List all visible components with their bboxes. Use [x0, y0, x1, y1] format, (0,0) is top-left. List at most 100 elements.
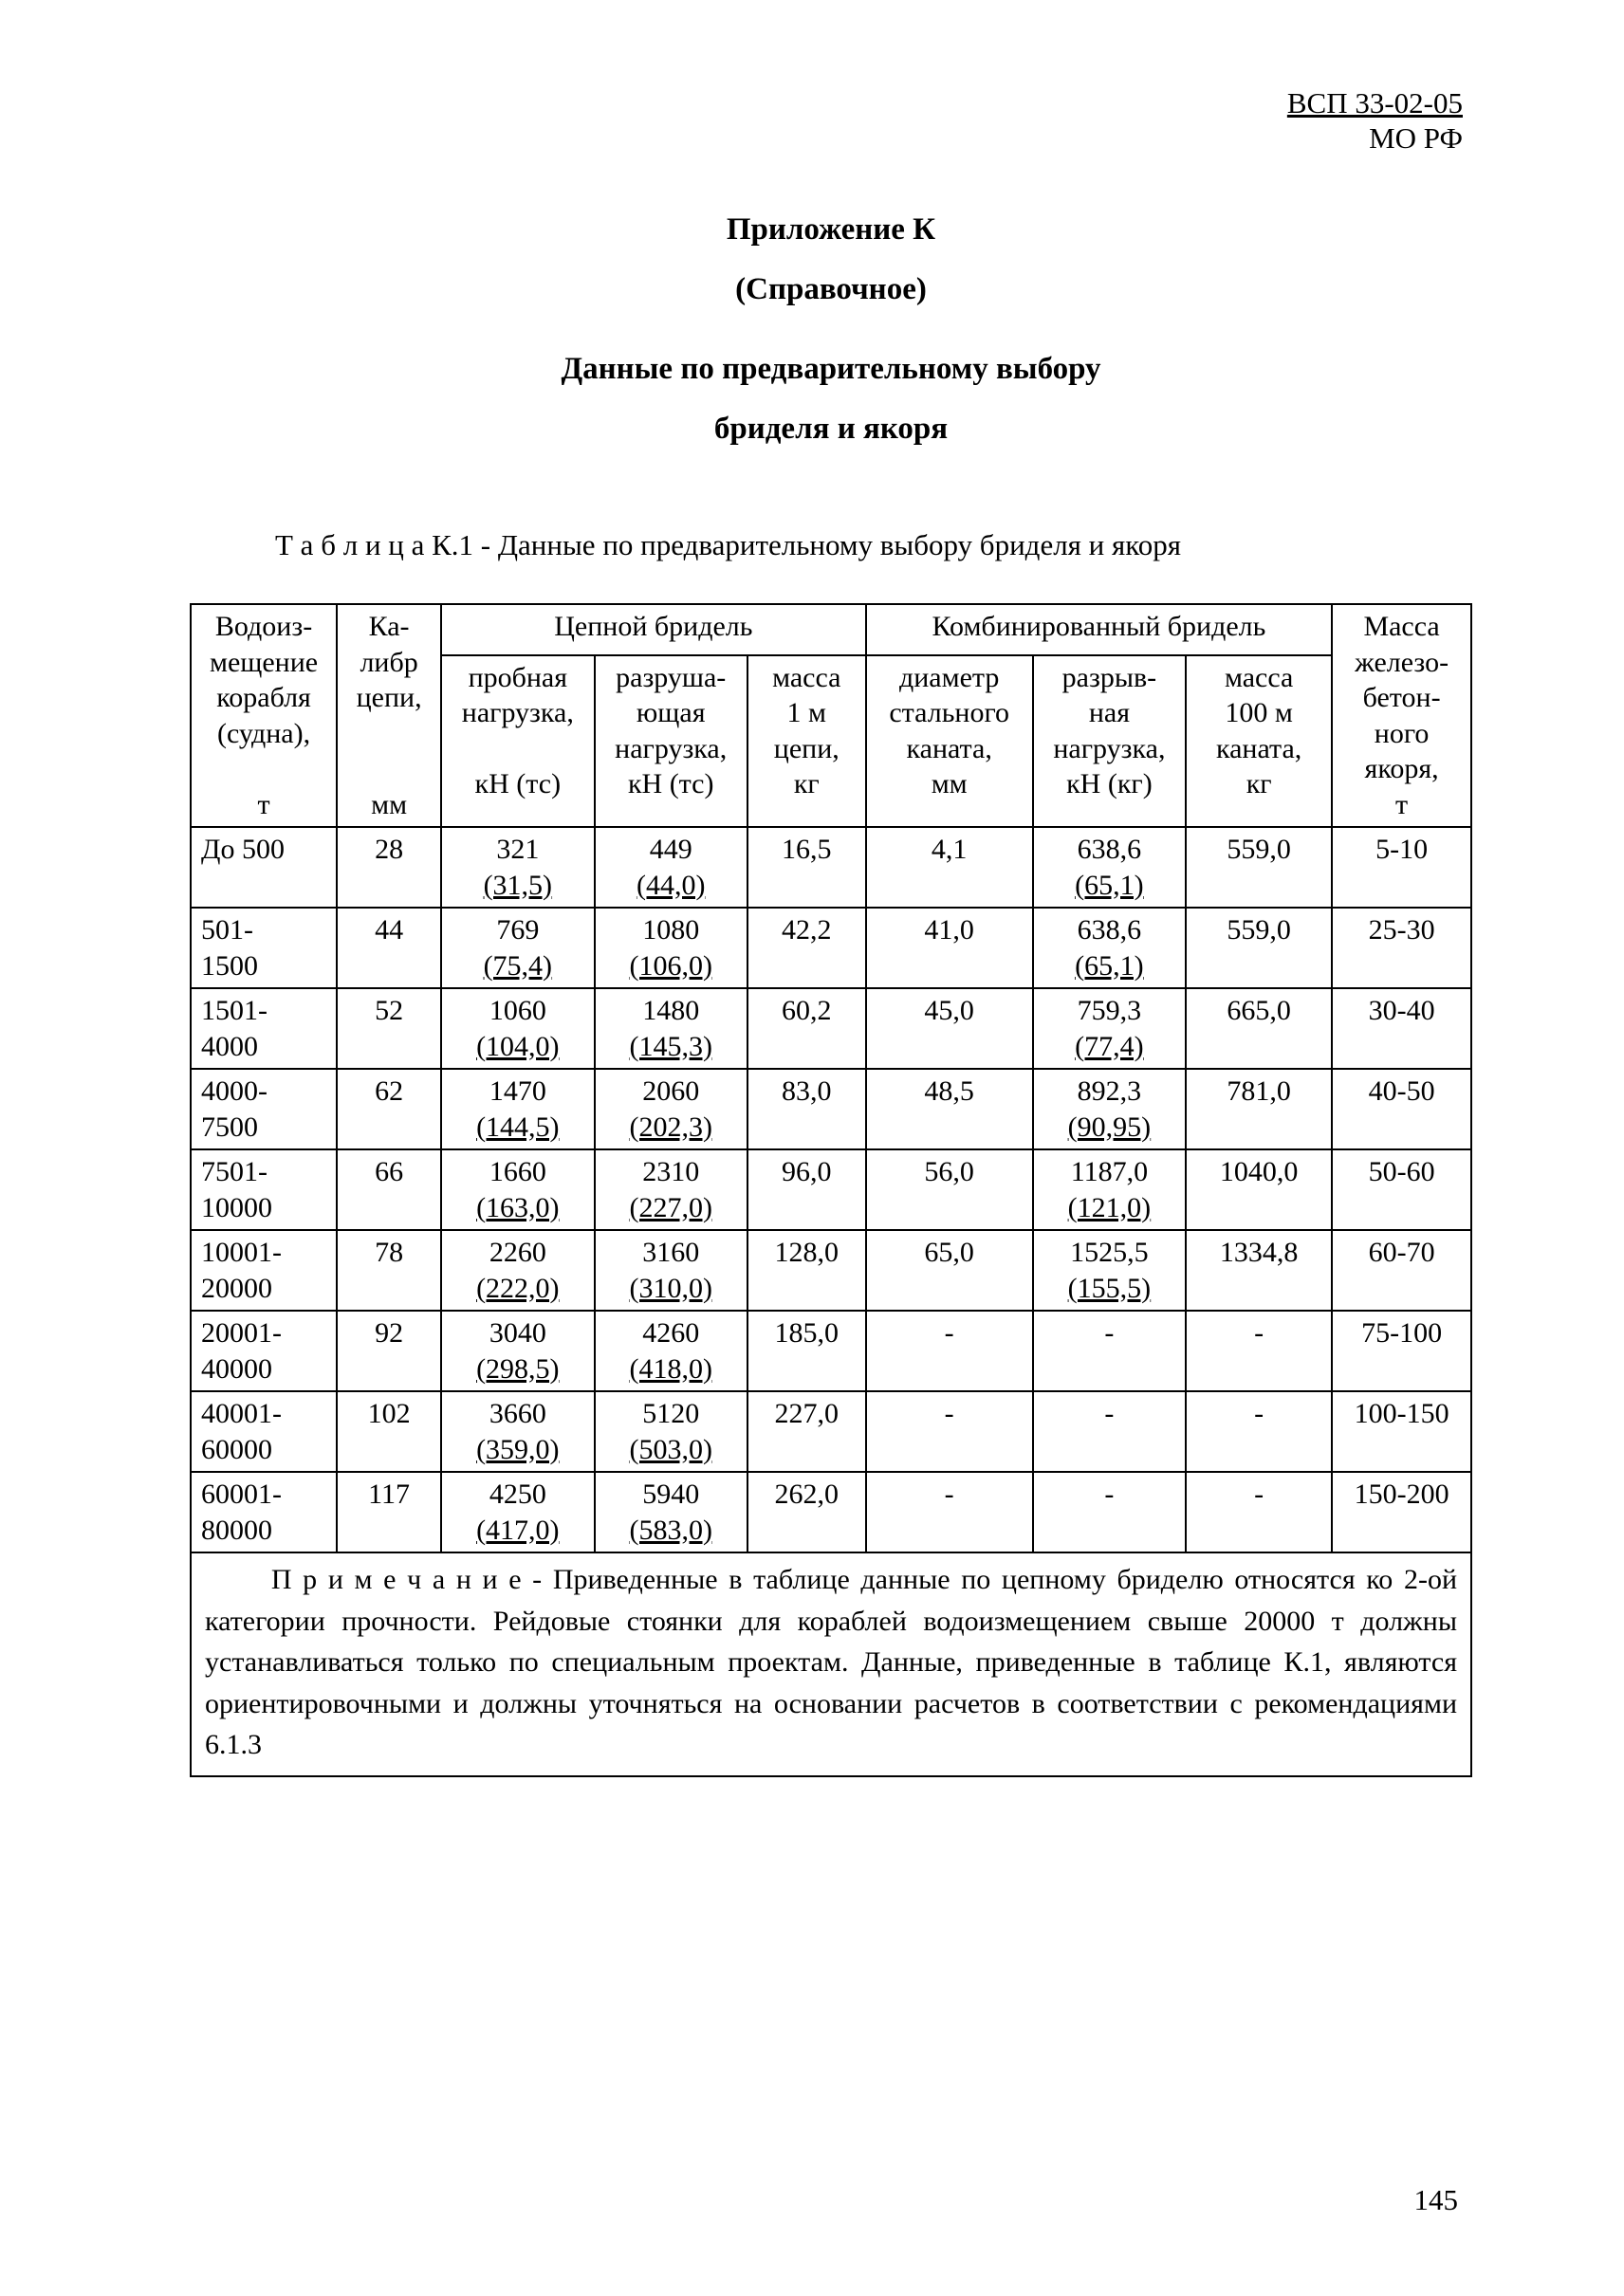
- val-c7a: 638,6: [1078, 834, 1142, 865]
- cell-c6: -: [866, 1311, 1033, 1391]
- val-c4a: 1480: [642, 995, 699, 1026]
- val-c4a: 1080: [642, 914, 699, 946]
- cell-c8: 781,0: [1186, 1069, 1332, 1149]
- cell-c6: -: [866, 1391, 1033, 1472]
- cell-c5: 96,0: [747, 1149, 866, 1230]
- val-c3a: 1060: [489, 995, 546, 1026]
- val-c3b: (222,0): [476, 1273, 559, 1304]
- cell-c5: 42,2: [747, 908, 866, 988]
- hdr-displacement: Водоиз-мещениекорабля(судна),т: [191, 604, 337, 827]
- table-row: 4000-7500621470(144,5)2060(202,3)83,048,…: [191, 1069, 1471, 1149]
- val-c4a: 4260: [642, 1317, 699, 1349]
- cell-c6: 48,5: [866, 1069, 1033, 1149]
- cell-c2: 52: [337, 988, 441, 1069]
- val-c3a: 1660: [489, 1156, 546, 1187]
- note-cell: П р и м е ч а н и е - Приведенные в табл…: [191, 1552, 1471, 1776]
- headings: Приложение К (Справочное) Данные по пред…: [190, 209, 1472, 450]
- val-c7b: (65,1): [1075, 950, 1143, 982]
- cell-c1: 1501-4000: [191, 988, 337, 1069]
- cell-c9: 150-200: [1332, 1472, 1471, 1552]
- cell-c3a: 3040(298,5): [441, 1311, 594, 1391]
- cell-c4a: 5940(583,0): [595, 1472, 747, 1552]
- val-c7b: (90,95): [1068, 1111, 1151, 1143]
- val-c4b: (202,3): [629, 1111, 711, 1143]
- val-c4b: (310,0): [629, 1273, 711, 1304]
- val-c4b: (418,0): [629, 1353, 711, 1385]
- cell-c7a: 1187,0(121,0): [1033, 1149, 1186, 1230]
- val-c3a: 3040: [489, 1317, 546, 1349]
- heading-appendix: Приложение К: [190, 209, 1472, 251]
- cell-c2: 66: [337, 1149, 441, 1230]
- val-c3a: 2260: [489, 1237, 546, 1268]
- caption-text: Данные по предварительному выбору бридел…: [498, 528, 1181, 561]
- table-row: 501-150044769(75,4)1080(106,0)42,241,063…: [191, 908, 1471, 988]
- val-c7a: 759,3: [1078, 995, 1142, 1026]
- hdr-rope-mass: масса100 мканата,кг: [1186, 655, 1332, 827]
- val-c4a: 5120: [642, 1398, 699, 1429]
- table-row: 20001-40000923040(298,5)4260(418,0)185,0…: [191, 1311, 1471, 1391]
- note-row: П р и м е ч а н и е - Приведенные в табл…: [191, 1552, 1471, 1776]
- hdr-chain-bridle: Цепной бридель: [441, 604, 866, 655]
- cell-c1: 10001-20000: [191, 1230, 337, 1311]
- cell-c3a: 1470(144,5): [441, 1069, 594, 1149]
- val-c3a: 1470: [489, 1075, 546, 1107]
- val-c3a: 769: [496, 914, 539, 946]
- cell-c4a: 3160(310,0): [595, 1230, 747, 1311]
- cell-c8: 559,0: [1186, 908, 1332, 988]
- table-caption: Т а б л и ц а К.1 - Данные по предварите…: [190, 525, 1472, 565]
- cell-c3a: 769 (75,4): [441, 908, 594, 988]
- cell-c6: 4,1: [866, 827, 1033, 908]
- heading-title-1: Данные по предварительному выбору: [190, 348, 1472, 391]
- cell-c7a: -: [1033, 1472, 1186, 1552]
- cell-c2: 117: [337, 1472, 441, 1552]
- caption-prefix: Т а б л и ц а К.1 -: [275, 528, 498, 561]
- cell-c8: -: [1186, 1391, 1332, 1472]
- val-c4b: (227,0): [629, 1192, 711, 1223]
- cell-c9: 5-10: [1332, 827, 1471, 908]
- cell-c3a: 1060(104,0): [441, 988, 594, 1069]
- val-c3a: 321: [496, 834, 539, 865]
- val-c4a: 449: [650, 834, 692, 865]
- cell-c9: 75-100: [1332, 1311, 1471, 1391]
- val-c3b: (75,4): [484, 950, 552, 982]
- cell-c7a: 638,6(65,1): [1033, 827, 1186, 908]
- val-c4b: (44,0): [637, 870, 705, 901]
- cell-c3a: 4250(417,0): [441, 1472, 594, 1552]
- cell-c8: -: [1186, 1472, 1332, 1552]
- hdr-anchor-mass: Массажелезо-бетон-ногоякоря,т: [1332, 604, 1471, 827]
- hdr-break-load: разруша-ющаянагрузка,кН (тс): [595, 655, 747, 827]
- val-c7a: 1187,0: [1071, 1156, 1148, 1187]
- cell-c5: 16,5: [747, 827, 866, 908]
- cell-c7a: -: [1033, 1311, 1186, 1391]
- page-number: 145: [1414, 2180, 1459, 2220]
- header-row-1: Водоиз-мещениекорабля(судна),т Ка-либрце…: [191, 604, 1471, 655]
- cell-c9: 25-30: [1332, 908, 1471, 988]
- cell-c9: 40-50: [1332, 1069, 1471, 1149]
- table-row: 40001-600001023660(359,0)5120(503,0)227,…: [191, 1391, 1471, 1472]
- cell-c2: 92: [337, 1311, 441, 1391]
- cell-c9: 60-70: [1332, 1230, 1471, 1311]
- cell-c5: 262,0: [747, 1472, 866, 1552]
- hdr-proof-load: пробнаянагрузка,кН (тс): [441, 655, 594, 827]
- doc-id-line2: МО РФ: [1369, 121, 1463, 155]
- val-c7a: 1525,5: [1070, 1237, 1149, 1268]
- table-row: 60001-800001174250(417,0)5940(583,0)262,…: [191, 1472, 1471, 1552]
- note-label: П р и м е ч а н и е -: [271, 1564, 553, 1595]
- val-c3a: 3660: [489, 1398, 546, 1429]
- table-body: До 50028321(31,5)449(44,0)16,54,1638,6(6…: [191, 827, 1471, 1552]
- cell-c6: 45,0: [866, 988, 1033, 1069]
- cell-c7a: 1525,5(155,5): [1033, 1230, 1186, 1311]
- val-c7a: -: [1104, 1317, 1114, 1349]
- cell-c6: 56,0: [866, 1149, 1033, 1230]
- cell-c1: 7501-10000: [191, 1149, 337, 1230]
- val-c4a: 2060: [642, 1075, 699, 1107]
- cell-c7a: 759,3 (77,4): [1033, 988, 1186, 1069]
- hdr-chain-mass: масса1 мцепи,кг: [747, 655, 866, 827]
- table-row: 10001-20000782260(222,0)3160(310,0)128,0…: [191, 1230, 1471, 1311]
- cell-c4a: 1480(145,3): [595, 988, 747, 1069]
- cell-c5: 83,0: [747, 1069, 866, 1149]
- cell-c1: 60001-80000: [191, 1472, 337, 1552]
- cell-c1: 40001-60000: [191, 1391, 337, 1472]
- val-c7a: 892,3: [1078, 1075, 1142, 1107]
- val-c7b: (77,4): [1075, 1031, 1143, 1062]
